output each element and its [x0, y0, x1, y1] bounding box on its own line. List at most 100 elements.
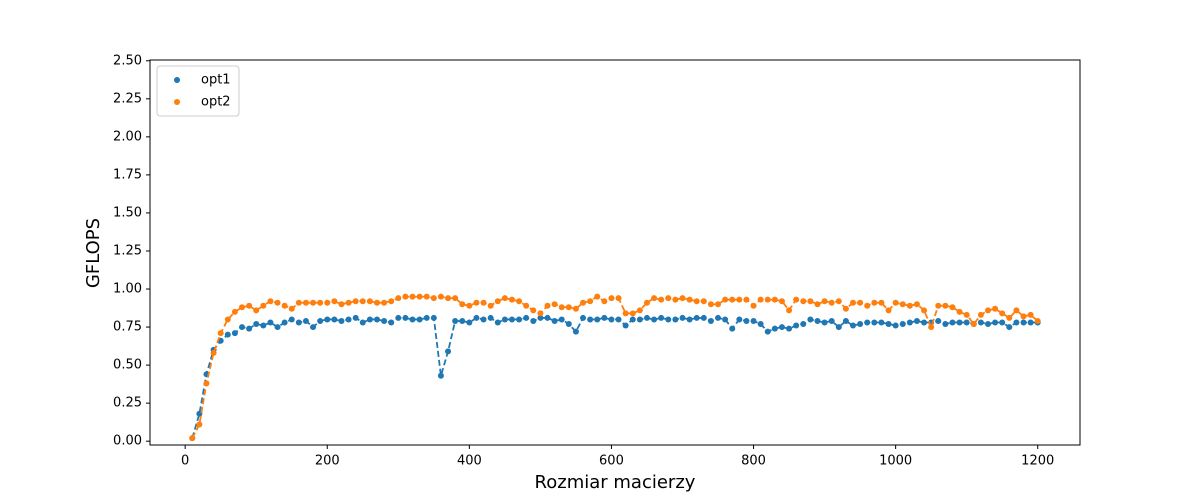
point — [310, 324, 317, 331]
point — [601, 314, 608, 321]
point — [977, 319, 984, 326]
point — [267, 298, 274, 305]
point — [999, 319, 1006, 326]
point — [260, 302, 267, 309]
point — [1027, 311, 1034, 318]
point — [636, 307, 643, 314]
point — [466, 302, 473, 309]
point — [572, 305, 579, 312]
point — [402, 314, 409, 321]
point — [260, 322, 267, 329]
legend-label: opt1 — [201, 73, 231, 88]
point — [864, 302, 871, 309]
point — [629, 316, 636, 323]
point — [984, 321, 991, 328]
point — [963, 311, 970, 318]
point — [615, 295, 622, 302]
point — [935, 317, 942, 324]
point — [388, 319, 395, 326]
point — [402, 293, 409, 300]
point — [715, 301, 722, 308]
point — [295, 319, 302, 326]
plot-frame — [149, 59, 1081, 446]
point — [786, 325, 793, 332]
point — [501, 316, 508, 323]
point — [203, 380, 210, 387]
point — [686, 296, 693, 303]
point — [445, 348, 452, 355]
point — [942, 321, 949, 328]
point — [473, 314, 480, 321]
point — [750, 302, 757, 309]
point — [373, 299, 380, 306]
y-tick-label: 0.00 — [113, 434, 142, 449]
point — [977, 311, 984, 318]
point — [352, 314, 359, 321]
point — [217, 330, 224, 337]
point — [558, 304, 565, 311]
point — [1027, 319, 1034, 326]
point — [750, 317, 757, 324]
point — [956, 319, 963, 326]
point — [807, 316, 814, 323]
point — [793, 322, 800, 329]
point — [686, 316, 693, 323]
point — [892, 299, 899, 306]
point — [246, 325, 253, 332]
y-tick-label: 2.50 — [113, 53, 142, 68]
point — [310, 299, 317, 306]
point — [807, 298, 814, 305]
point — [324, 299, 331, 306]
point — [693, 298, 700, 305]
point — [565, 321, 572, 328]
point — [764, 328, 771, 335]
point — [615, 316, 622, 323]
point — [757, 321, 764, 328]
x-tick-label: 0 — [181, 454, 189, 469]
point — [786, 307, 793, 314]
y-tick-label: 1.75 — [113, 167, 142, 182]
point — [842, 305, 849, 312]
point — [395, 295, 402, 302]
point — [551, 301, 558, 308]
point — [359, 298, 366, 305]
point — [239, 304, 246, 311]
point — [913, 317, 920, 324]
point — [267, 319, 274, 326]
point — [281, 302, 288, 309]
y-tick-label: 1.50 — [113, 205, 142, 220]
point — [821, 298, 828, 305]
point — [459, 317, 466, 324]
point — [999, 310, 1006, 317]
point — [494, 298, 501, 305]
point — [871, 299, 878, 306]
legend-label: opt2 — [201, 95, 231, 110]
point — [1020, 313, 1027, 320]
point — [700, 298, 707, 305]
point — [224, 331, 231, 338]
point — [544, 302, 551, 309]
point — [452, 295, 459, 302]
point — [629, 310, 636, 317]
point — [317, 299, 324, 306]
point — [921, 319, 928, 326]
point — [885, 307, 892, 314]
point — [636, 316, 643, 323]
point — [530, 307, 537, 314]
point — [587, 298, 594, 305]
point — [473, 299, 480, 306]
point — [899, 321, 906, 328]
point — [665, 295, 672, 302]
point — [231, 330, 238, 337]
x-tick-label: 200 — [315, 454, 340, 469]
point — [608, 295, 615, 302]
point — [274, 324, 281, 331]
point — [892, 322, 899, 329]
point — [580, 299, 587, 306]
point — [331, 298, 338, 305]
legend-marker — [174, 77, 180, 83]
point — [913, 301, 920, 308]
point — [558, 316, 565, 323]
point — [707, 301, 714, 308]
point — [850, 322, 857, 329]
